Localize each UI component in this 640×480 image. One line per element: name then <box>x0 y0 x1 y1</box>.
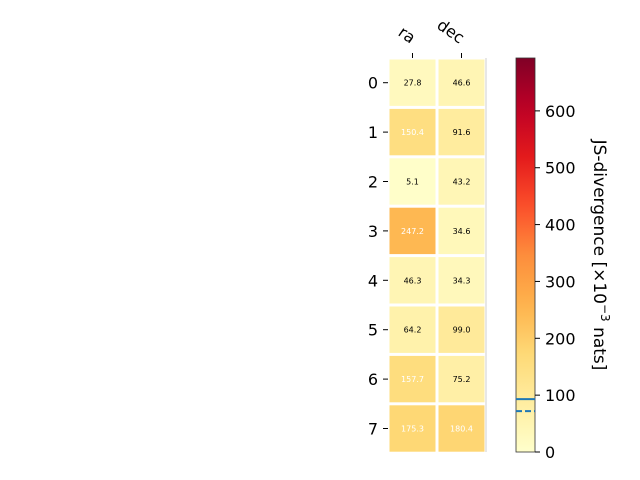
heatmap-cell <box>389 59 436 106</box>
colorbar-tick-label: 300 <box>545 272 576 291</box>
cell-value-label: 75.2 <box>453 375 471 384</box>
row-label: 2 <box>368 173 378 192</box>
heatmap-cell <box>438 108 485 156</box>
heatmap-cell <box>438 355 485 403</box>
heatmap-cell <box>438 306 485 353</box>
colorbar-tick-label: 400 <box>545 216 576 235</box>
colorbar-tick-label: 600 <box>545 102 576 121</box>
cell-value-label: 99.0 <box>453 326 471 335</box>
colorbar-tick-label: 500 <box>545 159 576 178</box>
row-label: 4 <box>368 271 378 290</box>
column-labels: ra dec <box>395 15 468 58</box>
row-label: 3 <box>368 222 378 241</box>
cell-value-label: 34.3 <box>453 276 471 285</box>
cell-value-label: 27.8 <box>404 79 422 88</box>
colorbar-tick-label: 0 <box>545 443 555 462</box>
heatmap-cell <box>438 158 485 205</box>
cell-value-label: 157.7 <box>401 375 424 384</box>
row-label: 7 <box>368 420 378 439</box>
heatmap-cell <box>438 257 485 304</box>
cell-value-label: 175.3 <box>401 425 424 434</box>
cell-value-label: 34.6 <box>453 227 471 236</box>
heatmap-grid: 27.8 46.6 150.4 91.6 5.1 43.2 247.2 34.6 46.3 34.… <box>389 58 487 452</box>
row-label: 1 <box>368 123 378 142</box>
colorbar-tick-label: 200 <box>545 329 576 348</box>
heatmap-cell <box>438 59 485 106</box>
row-labels: 0 1 2 3 4 5 6 7 <box>368 74 388 439</box>
cell-value-label: 150.4 <box>401 128 424 137</box>
heatmap-cell <box>438 405 485 452</box>
heatmap-cell <box>389 207 436 255</box>
heatmap-cell <box>389 158 436 205</box>
cell-value-label: 43.2 <box>453 178 471 187</box>
heatmap-cell <box>389 355 436 403</box>
heatmap-cell <box>389 257 436 304</box>
cell-value-label: 46.3 <box>404 276 422 285</box>
column-label: ra <box>395 22 419 47</box>
cell-value-label: 247.2 <box>401 227 424 236</box>
colorbar: 0 100 200 300 400 500 600 JS-divergence [×10−3 … <box>515 57 612 462</box>
heatmap-cell <box>438 207 485 255</box>
cell-value-label: 64.2 <box>404 326 422 335</box>
colorbar-tick-label: 100 <box>545 386 576 405</box>
colorbar-gradient <box>515 57 536 453</box>
colorbar-label: JS-divergence [×10−3 nats] <box>589 139 612 371</box>
row-label: 5 <box>368 321 378 340</box>
cell-value-label: 91.6 <box>453 128 471 137</box>
column-label: dec <box>434 15 468 47</box>
cell-value-label: 5.1 <box>406 178 419 187</box>
heatmap-cell <box>389 306 436 353</box>
cell-value-label: 180.4 <box>450 425 473 434</box>
row-label: 0 <box>368 74 378 93</box>
heatmap-cell <box>389 405 436 452</box>
cell-value-label: 46.6 <box>453 79 471 88</box>
row-label: 6 <box>368 370 378 389</box>
heatmap-cell <box>389 108 436 156</box>
